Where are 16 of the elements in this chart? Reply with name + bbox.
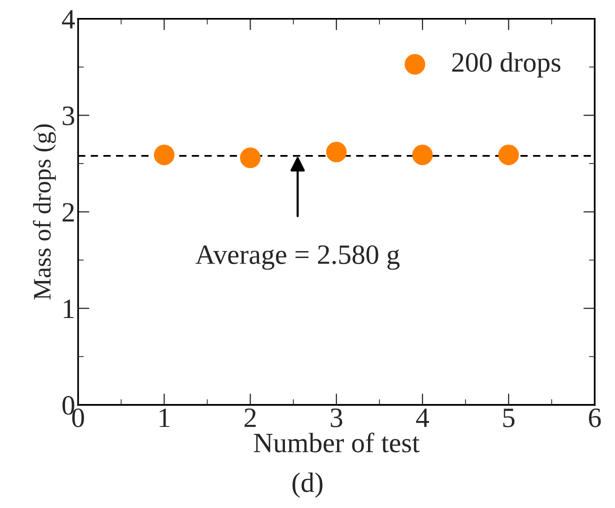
y-tick-label: 0 bbox=[62, 396, 74, 415]
text: (d) bbox=[292, 472, 322, 498]
x-tick-label: 2 bbox=[244, 408, 256, 427]
y-tick-label: 4 bbox=[62, 10, 75, 28]
x-tick-label: 5 bbox=[503, 408, 514, 428]
x-tick-label: 3 bbox=[330, 408, 342, 428]
x-tick-label: 6 bbox=[588, 408, 601, 428]
annotation: Average = 2.580 g bbox=[195, 245, 400, 270]
x-tick-label: 4 bbox=[416, 408, 430, 427]
y-axis-title: Mass of drops (g) bbox=[32, 124, 56, 300]
x-axis-title: Number of test bbox=[254, 432, 420, 452]
x-tick-label: 1 bbox=[160, 408, 170, 427]
y-tick-label: 2 bbox=[62, 203, 74, 222]
y-tick-label: 3 bbox=[62, 106, 74, 126]
legend-label: 200 drops bbox=[452, 52, 560, 78]
y-tick-label: 1 bbox=[64, 300, 74, 318]
